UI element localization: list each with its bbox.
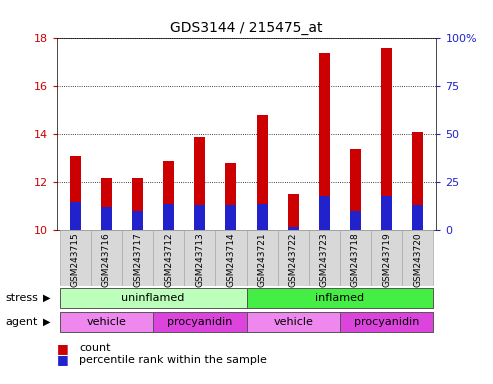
Bar	[215, 230, 246, 286]
Bar	[153, 312, 246, 332]
Bar	[309, 230, 340, 286]
Text: inflamed: inflamed	[316, 293, 364, 303]
Text: GSM243712: GSM243712	[164, 232, 173, 287]
Bar	[288, 227, 299, 230]
Bar	[70, 202, 81, 230]
Bar	[412, 132, 423, 230]
Bar	[163, 161, 174, 230]
Bar	[91, 230, 122, 286]
Bar	[225, 205, 236, 230]
Bar	[319, 196, 330, 230]
Bar	[402, 230, 433, 286]
Text: agent: agent	[5, 317, 37, 327]
Text: GSM243722: GSM243722	[289, 232, 298, 286]
Bar	[60, 230, 91, 286]
Bar	[194, 137, 205, 230]
Text: GSM243715: GSM243715	[71, 232, 80, 287]
Text: procyanidin: procyanidin	[354, 317, 419, 327]
Bar	[194, 205, 205, 230]
Bar	[60, 288, 246, 308]
Bar	[60, 312, 153, 332]
Text: count: count	[79, 343, 110, 353]
Text: GSM243720: GSM243720	[413, 232, 422, 287]
Bar	[132, 211, 143, 230]
Text: GSM243713: GSM243713	[195, 232, 204, 287]
Text: ■: ■	[57, 342, 69, 355]
Text: GSM243717: GSM243717	[133, 232, 142, 287]
Bar	[122, 230, 153, 286]
Bar	[246, 288, 433, 308]
Bar	[153, 230, 184, 286]
Text: GSM243718: GSM243718	[351, 232, 360, 287]
Text: vehicle: vehicle	[87, 317, 126, 327]
Bar	[246, 230, 278, 286]
Text: ▶: ▶	[43, 317, 51, 327]
Bar	[319, 53, 330, 230]
Text: procyanidin: procyanidin	[167, 317, 233, 327]
Bar	[132, 177, 143, 230]
Text: GSM243714: GSM243714	[226, 232, 236, 287]
Bar	[288, 194, 299, 230]
Bar	[184, 230, 215, 286]
Bar	[278, 230, 309, 286]
Text: vehicle: vehicle	[273, 317, 313, 327]
Bar	[371, 230, 402, 286]
Bar	[246, 312, 340, 332]
Bar	[340, 230, 371, 286]
Text: GSM243723: GSM243723	[320, 232, 329, 287]
Bar	[101, 207, 112, 230]
Text: GSM243721: GSM243721	[257, 232, 267, 287]
Bar	[70, 156, 81, 230]
Bar	[257, 204, 268, 230]
Text: stress: stress	[5, 293, 38, 303]
Bar	[257, 115, 268, 230]
Text: GSM243719: GSM243719	[382, 232, 391, 287]
Text: ■: ■	[57, 353, 69, 366]
Bar	[412, 205, 423, 230]
Title: GDS3144 / 215475_at: GDS3144 / 215475_at	[170, 21, 323, 35]
Text: uninflamed: uninflamed	[121, 293, 185, 303]
Bar	[163, 204, 174, 230]
Bar	[350, 211, 361, 230]
Bar	[350, 149, 361, 230]
Bar	[381, 196, 392, 230]
Text: GSM243716: GSM243716	[102, 232, 111, 287]
Bar	[225, 163, 236, 230]
Bar	[101, 177, 112, 230]
Bar	[340, 312, 433, 332]
Text: ▶: ▶	[43, 293, 51, 303]
Text: percentile rank within the sample: percentile rank within the sample	[79, 355, 267, 365]
Bar	[381, 48, 392, 230]
